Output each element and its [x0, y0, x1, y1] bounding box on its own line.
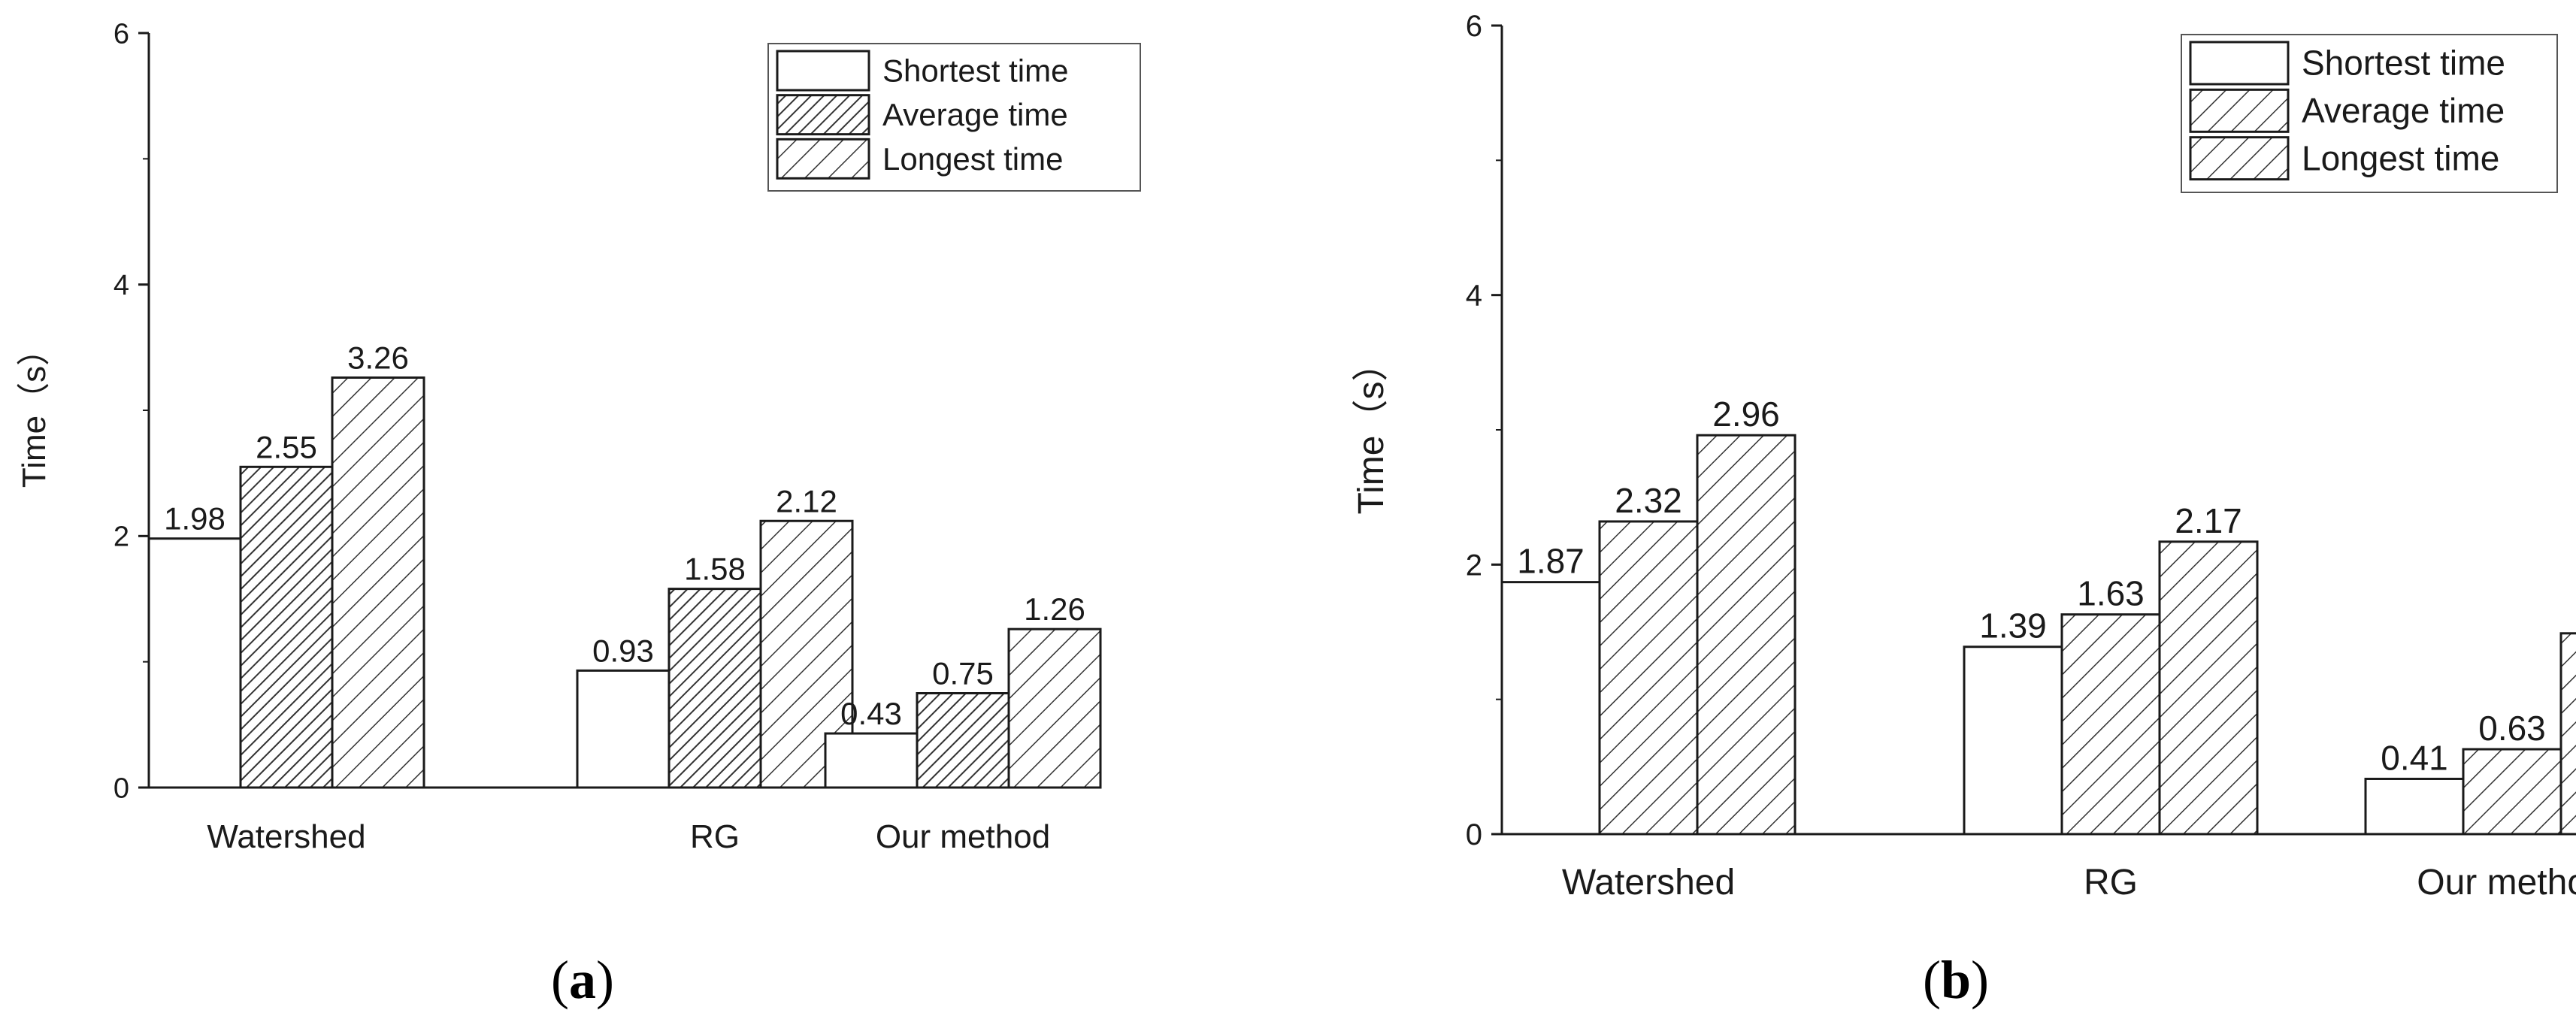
y-tick-label: 4 — [114, 270, 129, 301]
legend-label: Average time — [882, 97, 1068, 132]
data-label: 0.93 — [592, 633, 654, 668]
data-label: 1.98 — [164, 501, 226, 537]
legend-label: Average time — [2302, 91, 2505, 130]
bar-longest-time — [1696, 434, 1797, 836]
bar-shortest-time — [576, 669, 670, 789]
y-tick-label: 2 — [1466, 549, 1482, 582]
x-category-label: Our method — [876, 818, 1050, 855]
panel-label-open: ( — [551, 950, 569, 1010]
panel-label-close: ) — [596, 950, 614, 1010]
bar-shortest-time — [1963, 646, 2063, 836]
legend-swatch — [2189, 88, 2290, 133]
y-tick-label: 0 — [1466, 818, 1482, 851]
bar-average-time — [2462, 748, 2562, 836]
data-label: 1.87 — [1517, 542, 1585, 581]
legend-label: Shortest time — [2302, 44, 2505, 83]
data-label: 2.17 — [2175, 501, 2242, 540]
bar-longest-time — [1007, 627, 1102, 789]
y-axis-label: Time（s） — [1352, 346, 1391, 515]
legend-label: Shortest time — [882, 53, 1068, 89]
panel-label-letter: b — [1941, 950, 1971, 1010]
bar-longest-time — [2559, 632, 2576, 836]
bar-longest-time — [2158, 540, 2259, 836]
y-tick-label: 6 — [1466, 10, 1482, 43]
y-tick-label: 0 — [114, 773, 129, 804]
y-tick-label: 2 — [114, 522, 129, 553]
panel-label-open: ( — [1923, 950, 1941, 1010]
legend-swatch — [2189, 41, 2290, 86]
bar-average-time — [667, 588, 762, 789]
x-category-label: RG — [690, 818, 740, 855]
data-label: 2.55 — [256, 429, 317, 464]
bar-shortest-time — [824, 732, 919, 789]
data-label: 0.75 — [932, 656, 994, 691]
data-label: 0.43 — [840, 696, 902, 731]
bar-average-time — [916, 692, 1010, 789]
legend-label: Longest time — [882, 141, 1063, 177]
legend-label: Longest time — [2302, 138, 2499, 177]
chart-panel-a: 0 2 4 6 Time（s） 1.98 2.55 3.26 Watershed 0.93 1.58… — [16, 18, 1141, 1010]
x-category-label: Watershed — [1562, 863, 1735, 903]
y-axis-label: Time（s） — [16, 333, 53, 488]
panel-label-close: ) — [1971, 950, 1989, 1010]
legend-swatch — [2189, 136, 2290, 181]
x-category-label: RG — [2084, 863, 2138, 903]
bar-longest-time — [331, 376, 425, 789]
data-label: 0.41 — [2381, 738, 2448, 777]
x-category-label: Watershed — [207, 818, 365, 855]
data-label: 1.58 — [684, 552, 746, 587]
bar-average-time — [2060, 613, 2161, 836]
data-label: 2.12 — [776, 483, 837, 519]
y-tick-label: 4 — [1466, 280, 1482, 313]
chart-panel-b: 0 2 4 6 Time（s） 1.87 2.32 2.96 Watershed 1.39 1.63… — [1352, 10, 2576, 1010]
y-tick-label: 6 — [114, 18, 129, 50]
data-label: 1.26 — [1024, 591, 1085, 627]
legend-swatch — [776, 50, 870, 92]
bar-average-time — [239, 465, 334, 789]
legend-swatch — [776, 138, 870, 180]
data-label: 3.26 — [347, 340, 409, 375]
bar-shortest-time — [1500, 581, 1601, 836]
data-label: 1.63 — [2077, 574, 2145, 613]
panel-label: (a) — [551, 950, 614, 1010]
bar-shortest-time — [147, 537, 242, 789]
bar-shortest-time — [2364, 777, 2465, 836]
panel-label: (b) — [1923, 950, 1989, 1010]
panel-label-letter: a — [569, 950, 596, 1010]
bar-average-time — [1598, 520, 1699, 836]
data-label: 2.96 — [1712, 395, 1780, 434]
data-label: 0.63 — [2478, 709, 2546, 748]
data-label: 2.32 — [1615, 481, 1682, 520]
legend-swatch — [776, 94, 870, 136]
data-label: 1.39 — [1979, 606, 2047, 646]
x-category-label: Our method — [2417, 863, 2576, 903]
